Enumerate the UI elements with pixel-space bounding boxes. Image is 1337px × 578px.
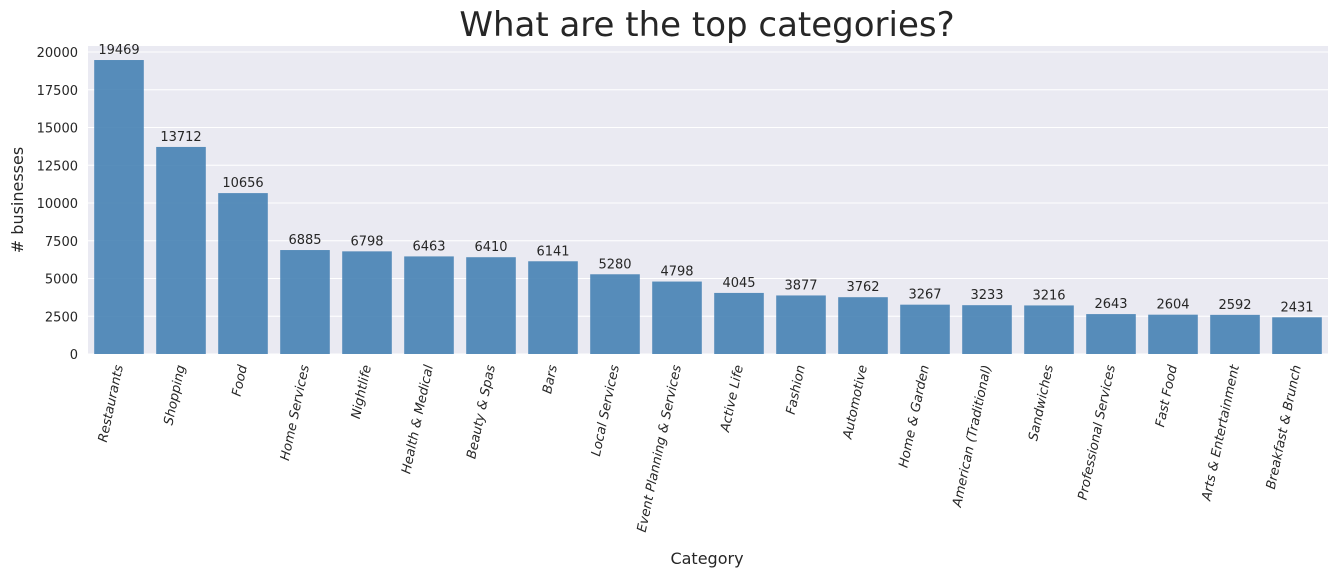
- bar: [218, 193, 268, 354]
- y-tick-label: 0: [70, 348, 78, 363]
- bar: [342, 251, 392, 354]
- data-label: 4798: [660, 265, 693, 280]
- data-label: 3762: [846, 280, 879, 295]
- bar: [1272, 317, 1322, 354]
- bar: [528, 261, 578, 354]
- x-tick-label: Shopping: [162, 364, 189, 427]
- y-tick-label: 20000: [37, 46, 78, 61]
- plot-background: [88, 46, 1328, 354]
- data-label: 6885: [288, 233, 321, 248]
- data-label: 6798: [350, 234, 383, 249]
- bar: [900, 304, 950, 354]
- data-label: 4045: [722, 276, 755, 291]
- x-tick-label: Sandwiches: [1026, 364, 1057, 443]
- x-tick-label: Bars: [540, 364, 561, 396]
- data-label: 3267: [908, 288, 941, 303]
- data-label: 3877: [784, 278, 817, 293]
- x-tick-label: Automotive: [840, 364, 871, 442]
- x-tick-label: Breakfast & Brunch: [1264, 364, 1305, 491]
- data-label: 6141: [536, 244, 569, 259]
- x-tick-label: Nightlife: [349, 364, 375, 421]
- data-label: 6410: [474, 240, 507, 255]
- y-tick-label: 7500: [45, 235, 78, 250]
- data-label: 2592: [1218, 298, 1251, 313]
- bar: [94, 60, 144, 355]
- x-tick-label: Beauty & Spas: [464, 363, 499, 460]
- x-tick-label: Home Services: [278, 363, 313, 462]
- bar: [280, 250, 330, 354]
- x-tick-label: Food: [230, 363, 251, 398]
- data-label: 5280: [598, 257, 631, 272]
- data-label: 3233: [970, 288, 1003, 303]
- data-label: 6463: [412, 239, 445, 254]
- x-tick-label: Fashion: [784, 364, 809, 416]
- bar: [838, 297, 888, 354]
- y-tick-label: 5000: [45, 273, 78, 288]
- x-tick-label: Professional Services: [1076, 363, 1119, 501]
- x-tick-label: Health & Medical: [399, 363, 437, 475]
- data-label: 2604: [1156, 298, 1189, 313]
- bar: [156, 146, 206, 354]
- x-tick-label: Arts & Entertainment: [1199, 363, 1243, 503]
- bar: [1024, 305, 1074, 354]
- bar: [652, 281, 702, 354]
- y-tick-label: 12500: [37, 159, 78, 174]
- data-label: 10656: [222, 176, 263, 191]
- data-label: 19469: [98, 43, 139, 58]
- bar: [962, 305, 1012, 354]
- data-label: 13712: [160, 130, 201, 145]
- y-tick-label: 10000: [37, 197, 78, 212]
- x-tick-label: Active Life: [718, 364, 747, 435]
- bar: [1210, 314, 1260, 354]
- bar: [714, 292, 764, 354]
- data-labels: 19469 13712 10656 6885 6798 6463 6410 6141 5280 4…: [98, 43, 1313, 315]
- y-axis-title: # businesses: [8, 147, 27, 253]
- y-tick-label: 17500: [37, 84, 78, 99]
- bar: [590, 274, 640, 354]
- y-tick-label: 15000: [37, 122, 78, 137]
- bar: [776, 295, 826, 354]
- bar: [1148, 314, 1198, 354]
- bars: [94, 60, 1322, 355]
- x-tick-label: Event Planning & Services: [635, 363, 685, 533]
- bar: [404, 256, 454, 354]
- data-label: 2431: [1280, 300, 1313, 315]
- x-axis-ticks: Restaurants Shopping Food Home Services Nigh…: [96, 363, 1305, 534]
- y-axis-ticks: 0 2500 5000 7500 10000 12500 15000 17500 20000: [37, 46, 78, 363]
- bar: [1086, 314, 1136, 354]
- data-label: 3216: [1032, 288, 1065, 303]
- x-tick-label: American (Traditional): [950, 364, 995, 510]
- data-label: 2643: [1094, 297, 1127, 312]
- x-axis-title: Category: [670, 549, 743, 568]
- bar: [466, 257, 516, 354]
- x-tick-label: Home & Garden: [896, 364, 932, 470]
- y-tick-label: 2500: [45, 310, 78, 325]
- x-tick-label: Fast Food: [1153, 363, 1181, 429]
- x-tick-label: Local Services: [589, 363, 623, 457]
- chart-title: What are the top categories?: [459, 5, 954, 45]
- x-tick-label: Restaurants: [96, 363, 127, 443]
